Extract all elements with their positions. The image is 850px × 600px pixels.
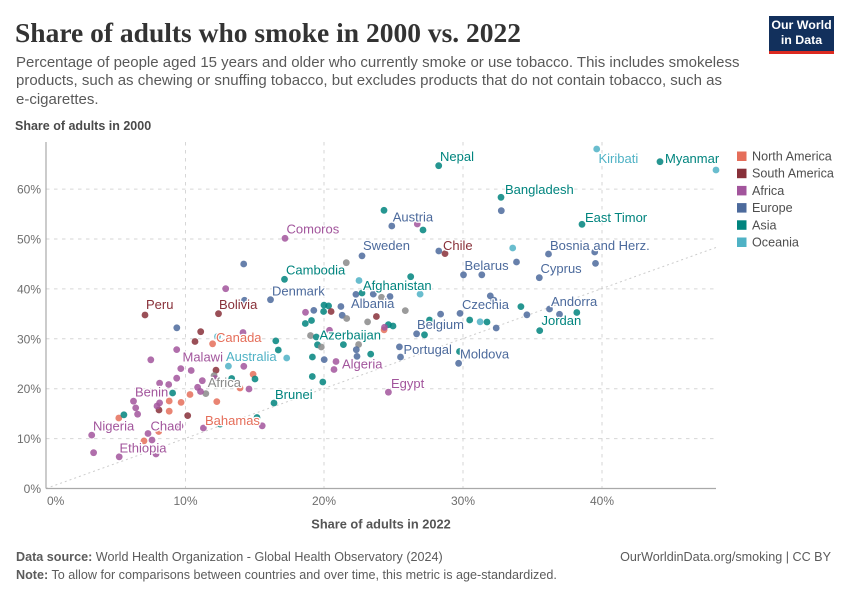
svg-text:Africa: Africa <box>208 375 242 390</box>
svg-text:50%: 50% <box>17 233 41 247</box>
svg-text:South America: South America <box>752 167 834 181</box>
svg-text:Bosnia and Herz.: Bosnia and Herz. <box>550 238 650 253</box>
svg-text:Africa: Africa <box>752 184 784 198</box>
svg-text:20%: 20% <box>312 494 336 508</box>
svg-text:Brunei: Brunei <box>275 387 313 402</box>
svg-text:Jordan: Jordan <box>542 313 582 328</box>
svg-text:Bangladesh: Bangladesh <box>505 182 574 197</box>
svg-text:North America: North America <box>752 150 832 164</box>
svg-text:Canada: Canada <box>216 330 262 345</box>
svg-text:Nepal: Nepal <box>440 149 474 164</box>
svg-text:Belgium: Belgium <box>417 317 464 332</box>
svg-text:Albania: Albania <box>351 296 395 311</box>
svg-text:Portugal: Portugal <box>404 342 453 357</box>
svg-text:Czechia: Czechia <box>462 297 510 312</box>
svg-text:Australia: Australia <box>226 349 277 364</box>
svg-text:20%: 20% <box>17 382 41 396</box>
svg-text:Kiribati: Kiribati <box>599 151 639 166</box>
svg-text:Belarus: Belarus <box>465 258 510 273</box>
svg-text:Algeria: Algeria <box>342 357 383 372</box>
svg-text:Bolivia: Bolivia <box>219 297 258 312</box>
svg-text:Cyprus: Cyprus <box>541 261 583 276</box>
svg-text:10%: 10% <box>17 432 41 446</box>
svg-text:Afghanistan: Afghanistan <box>363 278 432 293</box>
svg-text:Europe: Europe <box>752 201 793 215</box>
svg-text:Moldova: Moldova <box>460 347 510 362</box>
svg-text:Denmark: Denmark <box>272 284 325 299</box>
svg-text:Peru: Peru <box>146 297 173 312</box>
svg-text:Ethiopia: Ethiopia <box>120 441 168 456</box>
svg-text:Share of adults in 2022: Share of adults in 2022 <box>311 517 450 532</box>
svg-text:0%: 0% <box>47 494 65 508</box>
svg-text:Nigeria: Nigeria <box>93 419 135 434</box>
svg-text:Sweden: Sweden <box>363 238 410 253</box>
svg-text:10%: 10% <box>173 494 197 508</box>
svg-text:Egypt: Egypt <box>391 376 425 391</box>
svg-text:Chad: Chad <box>151 419 182 434</box>
svg-text:Bahamas: Bahamas <box>205 413 260 428</box>
svg-text:Andorra: Andorra <box>551 294 598 309</box>
svg-text:30%: 30% <box>451 494 475 508</box>
svg-text:Malawi: Malawi <box>183 350 224 365</box>
svg-text:Chile: Chile <box>443 238 473 253</box>
svg-text:Oceania: Oceania <box>752 236 799 250</box>
svg-text:60%: 60% <box>17 183 41 197</box>
svg-text:0%: 0% <box>24 482 42 496</box>
svg-text:Austria: Austria <box>393 210 434 225</box>
svg-text:40%: 40% <box>590 494 614 508</box>
svg-text:Azerbaijan: Azerbaijan <box>320 328 381 343</box>
svg-text:Asia: Asia <box>752 218 777 232</box>
svg-text:Myanmar: Myanmar <box>665 151 720 166</box>
svg-text:Cambodia: Cambodia <box>286 263 346 278</box>
svg-text:Benin: Benin <box>135 385 168 400</box>
svg-text:40%: 40% <box>17 282 41 296</box>
svg-text:30%: 30% <box>17 332 41 346</box>
svg-text:East Timor: East Timor <box>585 210 648 225</box>
svg-text:Comoros: Comoros <box>287 222 340 237</box>
